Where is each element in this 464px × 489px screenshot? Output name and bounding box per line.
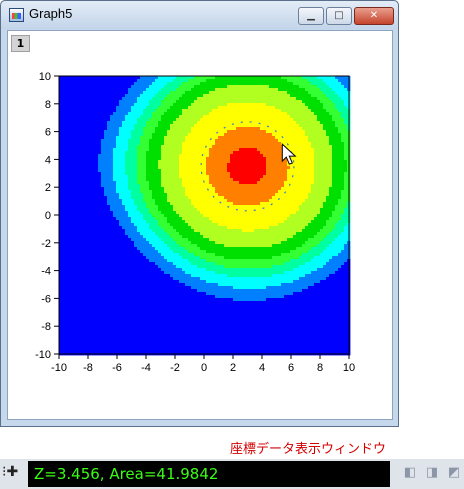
coordinate-readout: Z=3.456, Area=41.9842 (28, 461, 390, 487)
nav-mid-icon[interactable]: ◨ (425, 465, 439, 480)
nav-next-icon[interactable]: ◩ (447, 465, 461, 480)
coord-window-label: 座標データ表示ウィンドウ (230, 442, 387, 457)
graph-window: Graph5 ▁ □ ✕ 1 -10 -8 -6 -4 -2 0 2 4 6 8 10 -10 -8 -6… (0, 0, 399, 427)
x-tick-label: -10 (51, 362, 67, 374)
y-tick-label: 10 (39, 71, 51, 83)
minimize-button[interactable]: ▁ (298, 7, 324, 25)
selected-contour[interactable] (200, 121, 295, 212)
x-tick-label: 8 (317, 362, 323, 374)
data-reader-icon[interactable]: ⁝✚ (2, 464, 19, 480)
x-tick-label: 2 (230, 362, 236, 374)
graph-icon (9, 8, 24, 22)
y-tick-label: -4 (41, 266, 51, 278)
y-tick-label: -2 (41, 238, 51, 250)
close-button[interactable]: ✕ (354, 7, 394, 25)
contour-fill (59, 76, 351, 356)
mouse-cursor-icon (281, 142, 297, 165)
y-tick-label: 8 (45, 99, 51, 111)
y-tick-label: -8 (41, 321, 51, 333)
y-tick-label: 2 (45, 182, 51, 194)
y-tick-label: -6 (41, 293, 51, 305)
x-tick-label: 10 (343, 362, 355, 374)
x-tick-label: -2 (170, 362, 180, 374)
y-tick-label: 0 (45, 210, 51, 222)
x-tick-label: -4 (141, 362, 151, 374)
x-tick-label: -6 (112, 362, 122, 374)
x-tick-label: 4 (259, 362, 265, 374)
nav-prev-icon[interactable]: ◧ (403, 465, 417, 480)
contour-plot[interactable]: -10 -8 -6 -4 -2 0 2 4 6 8 10 -10 -8 -6 -4 -2 0 2 4 6 8 10 (8, 31, 392, 419)
title-bar[interactable]: Graph5 ▁ □ ✕ (1, 1, 398, 29)
y-tick-label: 4 (45, 154, 51, 166)
y-tick-label: 6 (45, 127, 51, 139)
x-tick-label: 0 (201, 362, 207, 374)
maximize-button[interactable]: □ (326, 7, 352, 25)
bottom-toolbar: ⁝✚ Z=3.456, Area=41.9842 ◧ ◨ ◩ (0, 459, 464, 489)
x-tick-label: -8 (83, 362, 93, 374)
window-title: Graph5 (29, 6, 73, 21)
layer-tab[interactable]: 1 (11, 35, 30, 52)
y-tick-label: -10 (35, 349, 51, 361)
x-tick-label: 6 (288, 362, 294, 374)
graph-page: 1 -10 -8 -6 -4 -2 0 2 4 6 8 10 -10 -8 -6 -4 -2 0 2 4 6 8 10 (7, 30, 393, 420)
